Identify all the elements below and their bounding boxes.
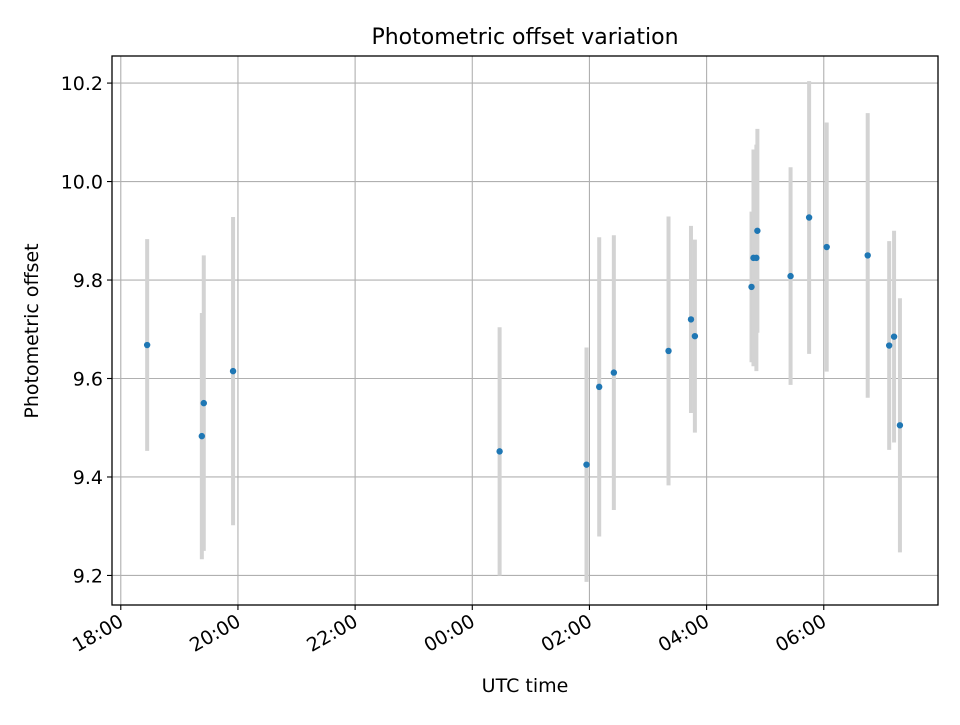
data-points	[143, 214, 904, 468]
data-point	[496, 448, 503, 455]
data-point	[198, 432, 206, 440]
y-tick-label: 9.6	[73, 369, 103, 391]
y-tick-label: 9.4	[73, 467, 103, 489]
data-point	[691, 332, 699, 340]
data-point	[805, 214, 813, 221]
data-point	[864, 252, 871, 259]
x-axis-label: UTC time	[482, 675, 569, 697]
data-point	[687, 316, 695, 323]
data-point	[229, 367, 237, 375]
y-tick-label: 9.2	[73, 565, 103, 587]
y-axis-label: Photometric offset	[21, 243, 43, 418]
data-point	[610, 369, 618, 376]
y-tick-label: 10.2	[61, 73, 103, 95]
y-tick-label: 9.8	[73, 270, 103, 292]
data-point	[885, 342, 893, 349]
data-point	[748, 283, 755, 291]
plot-frame	[111, 55, 939, 606]
data-point	[753, 254, 760, 262]
data-point	[665, 347, 672, 355]
data-point	[823, 243, 830, 251]
data-point	[143, 341, 151, 349]
data-point	[787, 272, 794, 280]
data-point	[896, 422, 904, 429]
y-tick-label: 10.0	[61, 172, 103, 194]
grid	[112, 56, 938, 605]
data-point	[890, 333, 898, 340]
data-point	[200, 399, 207, 407]
data-point	[583, 461, 590, 468]
data-point	[596, 383, 603, 391]
data-point	[754, 227, 761, 234]
chart-title: Photometric offset variation	[371, 25, 678, 50]
